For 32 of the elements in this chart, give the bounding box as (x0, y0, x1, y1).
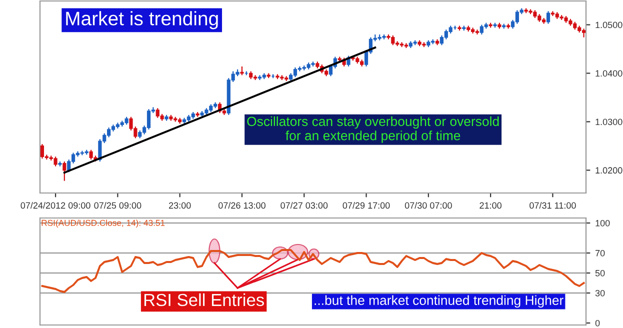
y-tick-label: 1.0500 (596, 22, 622, 28)
candlestick (582, 28, 586, 38)
y-tick-label: 1.0200 (596, 167, 622, 174)
x-tick-label: 07/24/2012 09:00 (20, 202, 90, 209)
candlestick (146, 108, 151, 130)
candlestick (440, 34, 444, 46)
y-tick-label: 50 (595, 270, 605, 276)
y-tick-label: 100 (596, 220, 610, 226)
y-tick-label: 70 (595, 250, 605, 256)
text: RSI(AUD/USD.Close, 14): 43.51 (42, 220, 165, 228)
y-tick-label: 1.0400 (596, 70, 622, 77)
y-tick-label: 1.0300 (596, 118, 622, 126)
y-tick-label: 0 (595, 320, 600, 326)
x-tick-label: 07/29 17:00 (342, 202, 390, 209)
candlestick (293, 66, 298, 78)
x-tick-label: 07/27 03:00 (280, 202, 328, 209)
x-tick-label: 07/25 09:00 (94, 202, 142, 209)
candlestick (546, 10, 550, 24)
y-tick-label: 30 (595, 290, 605, 296)
candlestick (54, 156, 58, 167)
annotation: RSI Sell Entries (144, 293, 264, 306)
x-tick-label: 07/31 11:00 (530, 202, 576, 209)
candlestick (67, 158, 71, 173)
annotation: ...but the market continued trending Higher (314, 295, 564, 308)
x-tick-label: 21:00 (480, 202, 502, 209)
chart-title: Market is trending (66, 11, 218, 30)
x-tick-label: 07/30 07:00 (404, 202, 452, 209)
candlestick (62, 160, 66, 182)
candlestick (40, 143, 44, 160)
x-tick-label: 23:00 (168, 202, 191, 209)
annotation: Oscillators can stay overbought or oversold for an extended period of time (247, 116, 499, 143)
x-tick-label: 07/26 13:00 (218, 202, 266, 209)
